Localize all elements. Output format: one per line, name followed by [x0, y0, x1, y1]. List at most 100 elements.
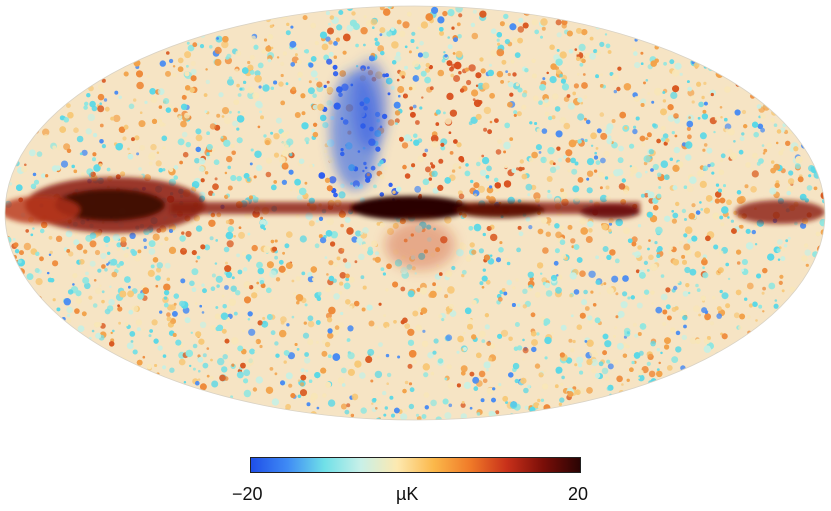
sky-speckle — [585, 119, 591, 125]
sky-speckle — [151, 319, 158, 326]
sky-speckle — [333, 293, 340, 300]
sky-speckle — [584, 52, 591, 60]
sky-speckle — [229, 110, 232, 114]
sky-speckle — [394, 407, 400, 414]
sky-speckle — [505, 70, 508, 73]
sky-speckle — [332, 353, 341, 361]
sky-speckle — [635, 171, 642, 179]
sky-speckle — [585, 236, 593, 243]
sky-speckle — [97, 268, 102, 273]
sky-speckle — [543, 318, 551, 325]
sky-speckle — [129, 232, 136, 239]
sky-speckle — [780, 256, 786, 261]
sky-speckle — [623, 189, 629, 195]
sky-speckle — [201, 311, 205, 314]
sky-speckle — [217, 357, 225, 366]
sky-speckle — [487, 69, 494, 77]
sky-speckle — [689, 268, 697, 276]
sky-speckle — [134, 135, 140, 141]
sky-speckle — [688, 212, 696, 220]
sky-speckle — [424, 148, 429, 153]
sky-speckle — [263, 245, 271, 253]
sky-speckle — [388, 182, 393, 187]
sky-speckle — [516, 247, 521, 253]
sky-speckle — [703, 207, 711, 214]
sky-speckle — [697, 116, 701, 120]
sky-speckle — [598, 361, 604, 367]
sky-speckle — [576, 27, 582, 34]
sky-speckle — [446, 92, 454, 100]
sky-speckle — [804, 198, 809, 203]
sky-speckle — [66, 249, 71, 253]
sky-speckle — [523, 8, 531, 16]
sky-speckle — [482, 378, 488, 384]
sky-speckle — [274, 341, 279, 346]
sky-speckle — [275, 353, 280, 358]
sky-speckle — [494, 118, 499, 123]
sky-speckle — [793, 146, 799, 152]
sky-speckle — [241, 111, 245, 115]
sky-speckle — [216, 113, 221, 118]
sky-speckle — [650, 239, 653, 243]
sky-speckle — [670, 91, 678, 99]
sky-speckle — [697, 169, 705, 178]
sky-speckle — [776, 248, 781, 253]
sky-speckle — [327, 399, 336, 407]
sky-speckle — [804, 249, 811, 256]
sky-speckle — [366, 304, 373, 311]
sky-speckle — [824, 220, 825, 224]
sky-speckle — [247, 60, 251, 65]
sky-speckle — [611, 275, 619, 283]
sky-speckle — [81, 311, 87, 317]
sky-speckle — [669, 246, 673, 251]
sky-speckle — [617, 66, 622, 71]
sky-speckle — [736, 190, 742, 195]
sky-speckle — [330, 231, 338, 239]
sky-speckle — [760, 113, 766, 120]
sky-speckle — [241, 251, 246, 256]
sky-speckle — [435, 285, 442, 293]
sky-speckle — [48, 235, 53, 240]
sky-speckle — [94, 287, 102, 295]
sky-speckle — [374, 41, 380, 47]
sky-speckle — [232, 120, 239, 127]
sky-speckle — [210, 358, 213, 362]
sky-speckle — [780, 127, 786, 133]
sky-speckle — [486, 178, 490, 181]
sky-speckle — [613, 359, 619, 365]
sky-speckle — [324, 341, 331, 348]
sky-speckle — [172, 333, 177, 337]
sky-speckle — [709, 321, 715, 326]
sky-speckle — [432, 187, 439, 194]
sky-speckle — [554, 248, 560, 254]
sky-speckle — [377, 45, 385, 52]
sky-speckle — [679, 241, 683, 245]
sky-speckle — [101, 290, 105, 294]
sky-speckle — [231, 363, 235, 367]
sky-speckle — [530, 312, 536, 318]
sky-speckle — [799, 193, 807, 201]
sky-speckle — [672, 185, 678, 191]
sky-speckle — [52, 260, 59, 267]
sky-speckle — [72, 283, 75, 286]
sky-speckle — [490, 254, 493, 257]
sky-speckle — [185, 349, 193, 358]
sky-speckle — [569, 293, 573, 298]
sky-speckle — [684, 226, 693, 234]
sky-speckle — [540, 272, 543, 275]
sky-speckle — [212, 148, 216, 152]
sky-speckle — [127, 285, 131, 289]
sky-speckle — [131, 137, 135, 142]
sky-speckle — [424, 405, 429, 410]
sky-speckle — [645, 79, 649, 82]
sky-speckle — [458, 13, 463, 18]
sky-speckle — [703, 345, 712, 353]
sky-speckle — [280, 100, 286, 106]
sky-speckle — [623, 227, 630, 235]
sky-speckle — [478, 248, 484, 254]
sky-speckle — [534, 363, 541, 369]
sky-speckle — [575, 389, 581, 396]
sky-speckle — [286, 22, 290, 26]
sky-speckle — [310, 411, 317, 418]
sky-speckle — [361, 307, 366, 312]
